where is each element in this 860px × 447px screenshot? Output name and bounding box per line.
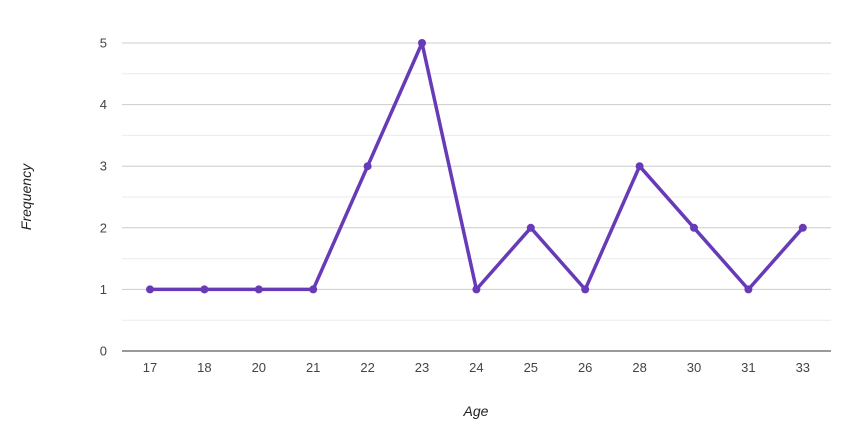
- x-tick-label: 17: [143, 360, 157, 375]
- data-point[interactable]: [309, 285, 318, 294]
- x-tick-label: 23: [415, 360, 429, 375]
- x-tick-label: 30: [687, 360, 701, 375]
- y-axis-ticks: 0 1 2 3 4 5: [100, 36, 107, 359]
- x-tick-label: 33: [796, 360, 810, 375]
- x-axis-title: Age: [463, 403, 489, 419]
- x-tick-label: 31: [741, 360, 755, 375]
- data-point[interactable]: [363, 162, 372, 171]
- x-tick-label: 20: [252, 360, 266, 375]
- data-point[interactable]: [200, 285, 209, 294]
- data-point[interactable]: [254, 285, 263, 294]
- y-tick-label: 3: [100, 159, 107, 174]
- x-tick-label: 26: [578, 360, 592, 375]
- y-tick-label: 1: [100, 282, 107, 297]
- x-tick-label: 21: [306, 360, 320, 375]
- x-tick-label: 28: [632, 360, 646, 375]
- data-point[interactable]: [472, 285, 481, 294]
- y-tick-label: 5: [100, 36, 107, 51]
- y-tick-label: 4: [100, 97, 107, 112]
- data-points: [146, 39, 807, 294]
- data-point[interactable]: [581, 285, 590, 294]
- data-point[interactable]: [418, 39, 426, 47]
- data-point[interactable]: [526, 223, 535, 232]
- x-tick-label: 18: [197, 360, 211, 375]
- data-point[interactable]: [146, 285, 154, 294]
- data-point[interactable]: [690, 223, 698, 232]
- y-axis-title: Frequency: [18, 163, 34, 230]
- data-point[interactable]: [798, 223, 807, 232]
- x-tick-label: 24: [469, 360, 483, 375]
- x-axis-ticks: 17 18 20 21 22 23 24 25 26 28 30 31 33: [143, 360, 810, 375]
- y-tick-label: 2: [100, 220, 107, 235]
- x-tick-label: 22: [360, 360, 374, 375]
- y-tick-label: 0: [100, 344, 107, 359]
- data-point[interactable]: [635, 162, 644, 171]
- data-point[interactable]: [744, 285, 753, 294]
- grid-lines: [122, 42, 831, 321]
- x-tick-label: 25: [524, 360, 538, 375]
